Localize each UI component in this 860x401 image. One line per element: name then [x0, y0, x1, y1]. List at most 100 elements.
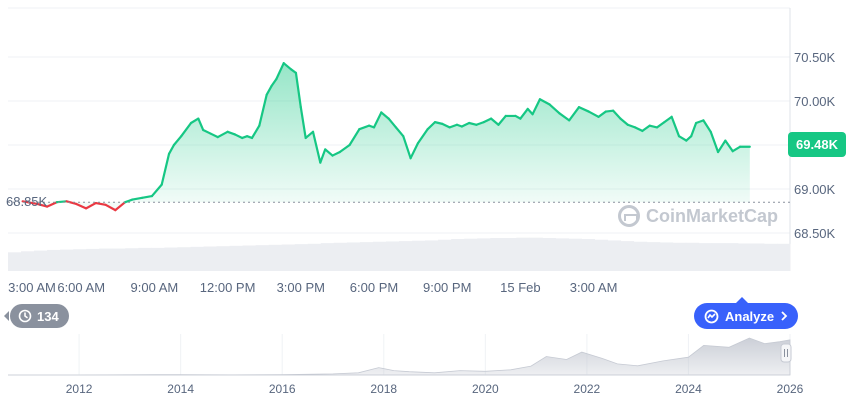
- price-line-segment: [490, 117, 500, 126]
- current-price-badge: 69.48K: [788, 132, 846, 157]
- price-line-segment: [75, 202, 88, 210]
- price-line-segment: [597, 110, 607, 118]
- price-line-segment: [448, 123, 459, 129]
- volume-bar: [438, 239, 452, 271]
- volume-bar: [685, 242, 700, 271]
- volume-bar: [255, 245, 270, 271]
- price-line-segment: [655, 121, 666, 129]
- price-line-segment: [265, 84, 273, 96]
- reference-price-label: 68.85K: [6, 194, 47, 209]
- price-line-segment: [84, 201, 97, 210]
- x-tick-label: 3:00 AM: [570, 280, 618, 295]
- price-line-segment: [558, 112, 571, 122]
- history-count: 134: [37, 308, 59, 324]
- price-line-segment: [604, 109, 615, 113]
- volume-bar: [229, 245, 244, 271]
- volume-bar: [490, 238, 504, 271]
- price-line-segment: [433, 121, 444, 125]
- volume-bar: [464, 238, 478, 271]
- price-line-segment: [372, 111, 383, 129]
- volume-bar: [607, 240, 622, 271]
- volume-bar: [281, 244, 296, 271]
- price-line-segment: [633, 126, 644, 133]
- price-line-segment: [319, 148, 327, 164]
- price-line-segment: [167, 143, 176, 155]
- price-line-segment: [694, 119, 705, 125]
- price-line-segment: [209, 132, 219, 139]
- price-line-segment: [131, 196, 144, 201]
- volume-bar: [633, 241, 648, 271]
- volume-bar: [294, 244, 309, 271]
- price-line-segment: [36, 202, 49, 208]
- navigator-handle[interactable]: [780, 343, 792, 363]
- price-line-segment: [282, 62, 293, 71]
- price-line-segment: [677, 135, 688, 142]
- price-line-segment: [94, 201, 107, 206]
- price-line-segment: [150, 183, 163, 198]
- price-line-segment: [690, 121, 698, 138]
- volume-bar: [333, 242, 348, 271]
- price-line-segment: [172, 135, 183, 147]
- x-tick-label: 9:00 AM: [131, 280, 179, 295]
- price-line-segment: [724, 139, 734, 153]
- price-line-segment: [519, 107, 529, 120]
- price-line-segment: [189, 117, 200, 125]
- chevron-right-icon: [780, 311, 788, 321]
- clock-history-icon: [18, 309, 32, 323]
- navigator-year-label: 2020: [472, 382, 499, 396]
- analyze-button[interactable]: Analyze: [694, 297, 799, 329]
- price-line-segment: [441, 122, 451, 129]
- volume-bar: [698, 243, 713, 271]
- price-line-segment: [426, 121, 437, 131]
- brand-name: CoinMarketCap: [646, 205, 779, 226]
- volume-bar: [724, 243, 739, 271]
- x-tick-label: 6:00 PM: [350, 280, 398, 295]
- volume-bar: [659, 242, 674, 271]
- volume-bar: [776, 243, 791, 271]
- x-tick-label: 15 Feb: [500, 280, 540, 295]
- volume-bar: [737, 243, 752, 271]
- volume-bar: [646, 242, 661, 271]
- price-area-fill: [22, 63, 750, 211]
- navigator-year-label: 2026: [777, 382, 804, 396]
- volume-bar: [542, 238, 556, 271]
- price-line-segment: [716, 139, 727, 154]
- price-line-segment: [331, 150, 341, 157]
- price-line-segment: [538, 98, 551, 106]
- range-navigator: 2012 2014 2016 2018 2020 2022 2024 2026: [8, 334, 804, 396]
- price-line-segment: [104, 203, 117, 212]
- volume-bar: [594, 239, 609, 271]
- volume-bar: [568, 238, 582, 271]
- price-line-segment: [731, 145, 742, 153]
- volume-bar: [477, 238, 491, 271]
- price-line-segment: [180, 121, 193, 138]
- price-line-segment: [548, 103, 561, 115]
- price-line-segment: [475, 121, 485, 126]
- volume-bar: [138, 247, 152, 271]
- price-line-segment: [114, 201, 127, 212]
- price-line-segment: [577, 106, 590, 113]
- volume-bar: [203, 246, 218, 271]
- x-tick-label: 9:00 PM: [423, 280, 471, 295]
- brand-watermark: CoinMarketCap: [618, 205, 778, 227]
- price-line-segment: [531, 98, 542, 116]
- price-line-segment: [233, 133, 244, 140]
- price-line-segment: [160, 152, 171, 186]
- y-axis-ticks: 70.50K 70.00K 69.00K 68.50K: [794, 50, 836, 241]
- price-line-segment: [275, 62, 285, 81]
- volume-bar: [164, 247, 178, 271]
- price-line-segment: [270, 77, 278, 88]
- price-line-segment: [416, 128, 429, 145]
- history-marker[interactable]: 134: [4, 304, 69, 328]
- volume-bar: [555, 238, 569, 271]
- y-tick-label: 69.00K: [794, 182, 836, 197]
- volume-bar: [190, 246, 204, 271]
- navigator-year-label: 2014: [167, 382, 194, 396]
- price-line-segment: [216, 130, 229, 139]
- price-line-segment: [619, 117, 629, 126]
- volume-bar: [672, 242, 687, 271]
- price-line-segment: [348, 128, 361, 147]
- coinmarketcap-logo-icon: [618, 205, 640, 227]
- navigator-area: [8, 337, 791, 376]
